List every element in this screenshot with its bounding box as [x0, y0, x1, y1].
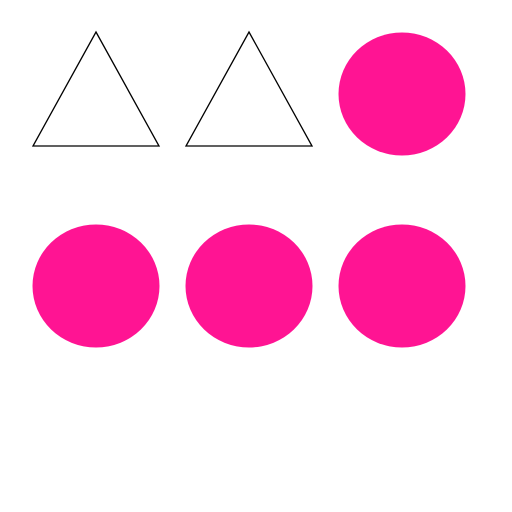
outline-triangle-row-1-col-2	[184, 30, 314, 147]
pink-circle-row-1-col-3	[338, 32, 466, 156]
pink-circle-row-2-col-2	[185, 224, 313, 348]
pink-circle-row-2-col-1	[32, 224, 160, 348]
outline-triangle-row-1-col-1	[31, 30, 161, 147]
pink-circle-row-2-col-3	[338, 224, 466, 348]
